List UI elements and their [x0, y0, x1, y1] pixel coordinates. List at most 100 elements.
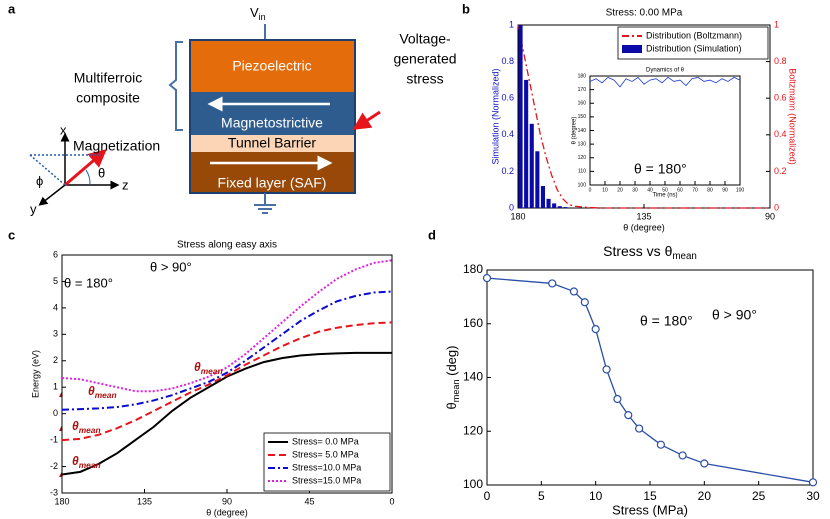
bar [518, 25, 523, 208]
series-line [61, 351, 392, 476]
x-tick-label: 30 [632, 187, 638, 193]
y-tick-label: -1 [50, 434, 58, 444]
x-tick-label: 10 [589, 489, 603, 503]
y2-tick-label: 0.6 [774, 93, 787, 103]
title-sub: mean [672, 251, 697, 262]
y-tick-label: 0.4 [501, 129, 514, 139]
y2-axis-label: Boltzmann (Normalized) [788, 68, 798, 165]
theta-mean-label: θmean [72, 454, 101, 470]
angle-label: θ [98, 165, 105, 180]
layer [190, 40, 355, 92]
x-tick-label: 25 [752, 489, 766, 503]
y-tick-label: 6 [53, 249, 58, 259]
sub: mean [79, 460, 101, 470]
x-tick-label: 50 [662, 187, 668, 193]
y-tick-label: 100 [578, 182, 587, 188]
marker [613, 394, 622, 404]
legend-label: Stress= 0.0 MPa [292, 436, 359, 446]
title-text: Stress vs θ [603, 243, 672, 259]
chart-title: Dynamics of θ [646, 68, 685, 74]
marker [591, 325, 600, 334]
marker [624, 411, 633, 420]
plot-area [589, 75, 741, 186]
magnetization-label: Magnetization [73, 138, 160, 154]
angle-arc [85, 169, 91, 186]
y-tick-label: 110 [578, 169, 586, 175]
y-tick-label: 120 [463, 423, 483, 437]
ylabel-sub: mean [451, 379, 461, 402]
y-tick-label: 1 [53, 382, 58, 392]
y-axis-label: Simulation (Normalized) [490, 68, 500, 164]
plot-area [486, 269, 814, 486]
marker [678, 451, 687, 460]
y-tick-label: 5 [53, 276, 58, 286]
x-tick-label: 90 [222, 496, 232, 506]
legend-label: Stress=15.0 MPa [292, 475, 361, 485]
axis-label: x [60, 122, 67, 137]
stress-arrow [352, 110, 381, 130]
y2-tick-label: 0.2 [774, 166, 787, 176]
x-tick-label: 60 [677, 187, 683, 193]
chart-title: Stress: 0.00 MPa [606, 8, 683, 19]
panel-label: d [428, 227, 436, 242]
chart-title: Stress along easy axis [177, 240, 277, 251]
y2-tick-label: 1 [774, 19, 779, 29]
x-tick-label: 135 [636, 211, 651, 221]
marker [482, 273, 492, 283]
y-tick-label: 0 [509, 202, 514, 212]
y-tick-label: 1 [509, 19, 514, 29]
x-tick-label: 30 [806, 489, 820, 503]
y-tick-label: 140 [463, 370, 483, 384]
bar [524, 79, 529, 209]
y-tick-label: 2 [53, 355, 58, 365]
y-tick-label: 160 [463, 316, 483, 330]
sub: mean [201, 366, 223, 376]
y-tick-label: 120 [578, 155, 587, 161]
theta-mean-label: θmean [72, 419, 101, 435]
angle-label: ϕ [36, 173, 43, 188]
bar [540, 186, 545, 208]
x-tick-label: 90 [722, 187, 728, 193]
y-tick-label: 170 [578, 87, 587, 93]
marker [602, 365, 611, 374]
legend-label: Distribution (Simulation) [646, 43, 742, 53]
x-tick-label: 40 [647, 187, 653, 193]
y-tick-label: 4 [53, 302, 58, 312]
marker [700, 459, 709, 468]
marker [580, 298, 589, 307]
annotation: θ = 180° [634, 161, 687, 177]
y2-tick-label: 0.4 [774, 129, 787, 139]
bar [546, 198, 551, 208]
y-tick-label: 0.6 [501, 93, 514, 103]
bar [563, 207, 568, 208]
x-tick-label: 90 [765, 211, 775, 221]
ylabel-rest: (deg) [444, 346, 459, 380]
x-tick-label: 100 [736, 187, 745, 193]
y2-tick-label: 0.8 [774, 56, 787, 66]
x-axis-label: Stress (MPa) [612, 502, 688, 517]
theta: θ [194, 360, 201, 374]
composite-label: Multiferroic [74, 70, 142, 86]
layer-label: Magnetostrictive [221, 115, 323, 131]
x-tick-label: 70 [692, 187, 698, 193]
x-tick-label: 80 [707, 187, 713, 193]
sub: mean [79, 425, 101, 435]
y-axis-label: θmean (deg) [444, 346, 461, 410]
y-axis-label: θ (degree) [572, 117, 578, 145]
y-tick-label: 160 [578, 101, 587, 107]
voltage-sub: in [259, 12, 266, 22]
stress-label: stress [406, 71, 443, 87]
y-tick-label: -2 [50, 461, 58, 471]
annotation: θ = 180° [640, 313, 693, 329]
y-tick-label: 140 [578, 128, 587, 134]
annotation: Magnetostrictive [659, 383, 761, 399]
legend-label: Stress=10.0 MPa [292, 462, 361, 472]
theta: θ [72, 419, 79, 433]
y-tick-label: 3 [53, 329, 58, 339]
y-tick-label: 180 [463, 262, 483, 276]
ylabel-text: θ [444, 402, 459, 409]
layer-label: Piezoelectric [232, 58, 311, 74]
panel-label: b [462, 1, 470, 16]
y-tick-label: 180 [578, 73, 587, 79]
